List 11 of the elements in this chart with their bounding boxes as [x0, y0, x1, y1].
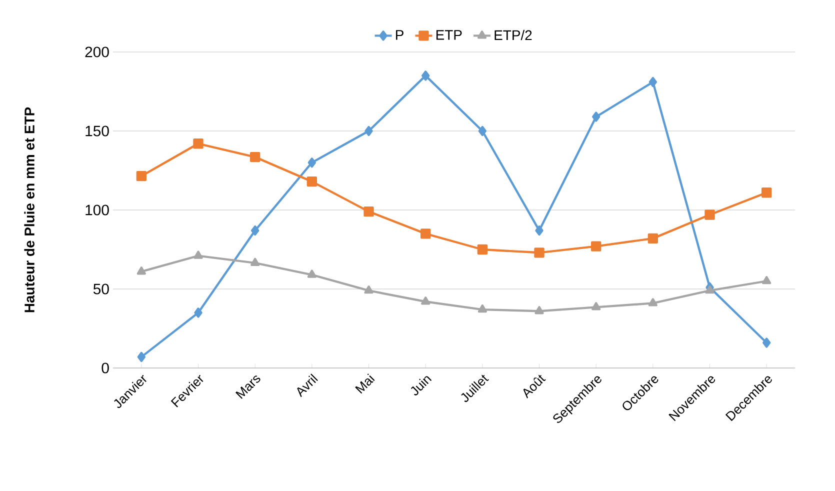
- x-tick-label: Juin: [410, 376, 432, 396]
- y-tick-label: 150: [86, 126, 109, 136]
- legend-label: ETP: [436, 30, 462, 40]
- y-tick-label: 0: [102, 362, 109, 374]
- y-tick-label: 200: [85, 46, 109, 58]
- y-tick-label: 50: [93, 284, 109, 294]
- legend-label: P: [396, 30, 404, 40]
- legend-label: ETP/2: [494, 30, 532, 40]
- y-tick-label: 100: [86, 204, 109, 216]
- y-axis-title: Hauteur de Pluie en mm et ETP: [24, 107, 34, 312]
- x-tick-label: Mai: [355, 374, 375, 394]
